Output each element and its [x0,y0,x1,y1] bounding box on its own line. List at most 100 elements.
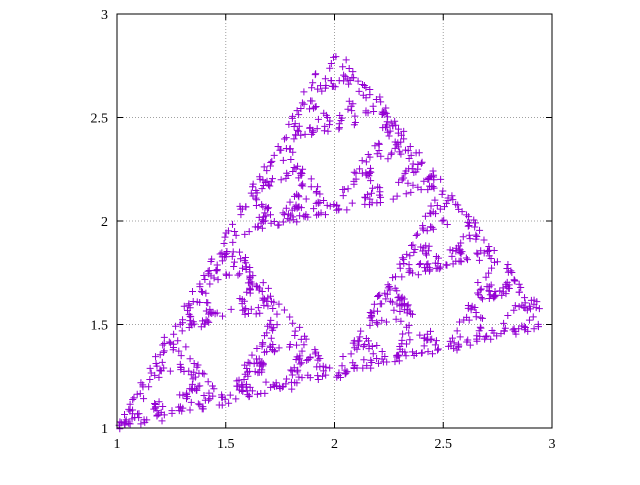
data-point [196,280,204,288]
data-point [377,152,385,160]
data-point [414,183,422,191]
data-point [213,266,221,274]
data-point [191,373,199,381]
data-point [351,112,359,120]
data-point [450,339,458,347]
data-point [297,104,305,112]
data-point [429,225,437,233]
data-point [259,359,267,367]
data-point [402,352,410,360]
data-point [402,190,410,198]
data-point [258,185,266,193]
data-point [410,351,418,359]
data-point [464,222,472,230]
data-point [321,75,329,83]
data-point [157,366,165,374]
data-point [372,95,380,103]
data-point [252,201,260,209]
data-point [199,403,207,411]
data-point [350,121,358,129]
data-point [290,163,298,171]
data-point [219,393,227,401]
y-tick-label: 1.5 [91,319,109,334]
data-point [263,177,271,185]
data-point [301,332,309,340]
data-point [421,212,429,220]
data-point [382,109,390,117]
data-point [160,340,168,348]
data-point [289,148,297,156]
x-tick-label: 2 [331,437,338,452]
data-point [302,195,310,203]
data-point [208,255,216,263]
data-point [260,348,268,356]
data-point [452,244,460,252]
data-point [504,312,512,320]
data-point [206,309,214,317]
data-point [294,203,302,211]
data-point [306,124,314,132]
data-point [187,320,195,328]
data-point [304,355,312,363]
data-point [335,206,343,214]
data-point [279,218,287,226]
data-point [312,199,320,207]
data-point [403,323,411,331]
data-point [362,107,370,115]
data-point [314,85,322,93]
data-point [483,283,491,291]
data-point [208,382,216,390]
data-point [301,213,309,221]
data-point [156,351,164,359]
data-point [293,107,301,115]
data-point [244,279,252,287]
data-point [397,317,405,325]
data-point [201,396,209,404]
data-point [295,122,303,130]
data-point [367,168,375,176]
data-point [187,371,195,379]
data-point [434,254,442,262]
data-point [422,249,430,257]
data-point [153,407,161,415]
data-point [242,259,250,267]
y-tick-label: 1 [101,422,108,437]
data-point [374,320,382,328]
data-point [326,64,334,72]
data-point [438,217,446,225]
data-point [378,300,386,308]
data-point [449,196,457,204]
data-point [485,243,493,251]
data-point [176,403,184,411]
data-point [291,120,299,128]
data-point [151,400,159,408]
data-point [218,257,226,265]
data-point [359,91,367,99]
data-point [373,150,381,158]
data-point [360,356,368,364]
data-point [491,288,499,296]
data-point [245,392,253,400]
data-point [500,319,508,327]
data-point [137,420,145,428]
data-point [280,306,288,314]
data-point [293,190,301,198]
data-point [299,165,307,173]
data-point [221,251,229,259]
data-point [350,168,358,176]
data-point [287,156,295,164]
data-point [349,359,357,367]
data-point [346,77,354,85]
data-point [406,252,414,260]
data-point [423,227,431,235]
data-point [379,111,387,119]
data-point [420,177,428,185]
data-point [432,210,440,218]
x-tick-label: 2.5 [435,437,453,452]
data-point [300,88,308,96]
data-point [497,330,505,338]
data-point [252,282,260,290]
data-point [339,352,347,360]
data-point [382,104,390,112]
data-point [255,355,263,363]
